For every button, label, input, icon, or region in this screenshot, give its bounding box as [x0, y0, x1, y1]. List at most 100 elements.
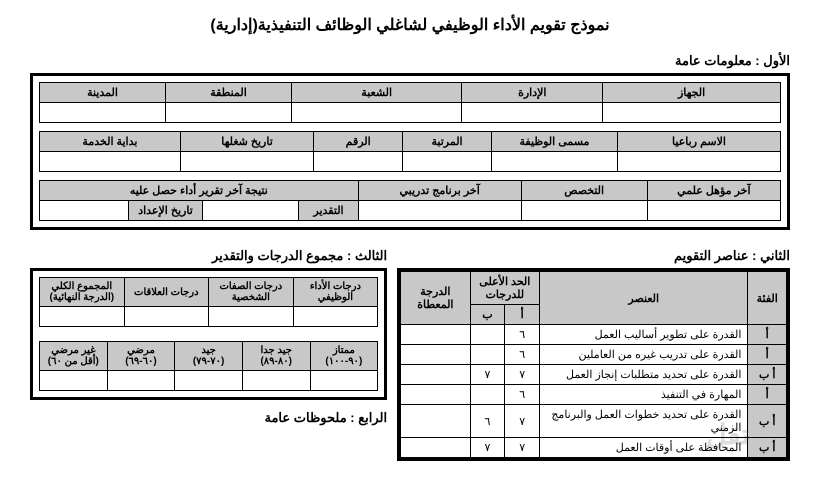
cell	[521, 201, 647, 221]
cell	[310, 371, 378, 391]
main-title: نموذج تقويم الأداء الوظيفي لشاغلي الوظائ…	[30, 15, 790, 35]
rate-g: جيد (٧٠-٧٩)	[175, 342, 243, 371]
hdr-agency: الجهاز	[603, 83, 781, 103]
cell	[107, 371, 175, 391]
rate-vg: جيد جدا (٨٠-٨٩)	[242, 342, 310, 371]
hdr-personal: درجات الصفات الشخصية	[209, 278, 294, 307]
row-cat: أ ب	[748, 405, 787, 438]
cell	[462, 103, 603, 123]
section4-heading: الرابع : ملحوظات عامة	[30, 410, 387, 426]
hdr-name: الاسم رباعيا	[617, 132, 780, 152]
section3-heading: الثالث : مجموع الدرجات والتقدير	[30, 248, 387, 264]
row-cat: أ ب	[748, 438, 787, 458]
rate-s: مرضي (٦٠-٦٩)	[107, 342, 175, 371]
row-a: ٧	[505, 405, 540, 438]
row-a: ٧	[505, 365, 540, 385]
row-given	[401, 365, 470, 385]
row-given	[401, 405, 470, 438]
cell	[40, 371, 108, 391]
cell	[403, 152, 492, 172]
hdr-dept: الإدارة	[462, 83, 603, 103]
hdr-city: المدينة	[40, 83, 166, 103]
info-table-1: الجهاز الإدارة الشعبة المنطقة المدينة	[39, 82, 781, 123]
cell	[617, 152, 780, 172]
row-element: القدرة على تحديد متطلبات إنجاز العمل	[540, 365, 748, 385]
row-cat: أ	[748, 385, 787, 405]
row-given	[401, 345, 470, 365]
row-given	[401, 438, 470, 458]
row-a: ٧	[505, 438, 540, 458]
cell	[40, 201, 129, 221]
row-element: القدرة على تدريب غيره من العاملين	[540, 345, 748, 365]
row-b: ٧	[470, 438, 505, 458]
hdr-total: المجموع الكلي (الدرجة النهائية)	[40, 278, 125, 307]
hdr-given: الدرجة المعطاة	[401, 272, 470, 325]
hdr-element: العنصر	[540, 272, 748, 325]
row-b	[470, 385, 505, 405]
row-given	[401, 325, 470, 345]
row-b	[470, 325, 505, 345]
info-table-2: الاسم رباعيا مسمى الوظيفة المرتبة الرقم …	[39, 131, 781, 172]
hdr-training: آخر برنامج تدريبي	[358, 181, 521, 201]
hdr-rel: درجات العلاقات	[124, 278, 209, 307]
totals-table: درجات الأداء الوظيفي درجات الصفات الشخصي…	[39, 277, 378, 327]
cell	[209, 307, 294, 327]
cell	[647, 201, 780, 221]
section1-heading: الأول : معلومات عامة	[30, 53, 790, 69]
hdr-cat: الفئة	[748, 272, 787, 325]
row-a: ٦	[505, 345, 540, 365]
row-b: ٦	[470, 405, 505, 438]
row-element: المهارة في التنفيذ	[540, 385, 748, 405]
cell	[603, 103, 781, 123]
row-a: ٦	[505, 325, 540, 345]
row-given	[401, 385, 470, 405]
rating-table: ممتاز (٩٠-١٠٠) جيد جدا (٨٠-٨٩) جيد (٧٠-٧…	[39, 341, 378, 391]
cell	[492, 152, 618, 172]
lbl-grade: التقدير	[299, 201, 358, 221]
row-element: المحافظة على أوقات العمل	[540, 438, 748, 458]
eval-table: الفئة العنصر الحد الأعلى للدرجات الدرجة …	[400, 271, 787, 458]
lbl-prepdate: تاريخ الإعداد	[128, 201, 202, 221]
hdr-spec: التخصص	[521, 181, 647, 201]
row-b: ٧	[470, 365, 505, 385]
hdr-a: أ	[505, 305, 540, 325]
row-cat: أ ب	[748, 365, 787, 385]
rate-ex: ممتاز (٩٠-١٠٠)	[310, 342, 378, 371]
cell	[291, 103, 461, 123]
section2-box: الفئة العنصر الحد الأعلى للدرجات الدرجة …	[397, 268, 790, 461]
hdr-qual: آخر مؤهل علمي	[647, 181, 780, 201]
hdr-occupydate: تاريخ شغلها	[180, 132, 313, 152]
cell	[40, 152, 181, 172]
row-b	[470, 345, 505, 365]
hdr-max: الحد الأعلى للدرجات	[470, 272, 539, 305]
hdr-jobtitle: مسمى الوظيفة	[492, 132, 618, 152]
info-table-3: آخر مؤهل علمي التخصص آخر برنامج تدريبي ن…	[39, 180, 781, 221]
cell	[314, 152, 403, 172]
row-a: ٦	[505, 385, 540, 405]
row-cat: أ	[748, 325, 787, 345]
section3-box: درجات الأداء الوظيفي درجات الصفات الشخصي…	[30, 268, 387, 400]
hdr-b: ب	[470, 305, 505, 325]
row-cat: أ	[748, 345, 787, 365]
row-element: القدرة على تطوير أساليب العمل	[540, 325, 748, 345]
section2-heading: الثاني : عناصر التقويم	[397, 248, 790, 264]
hdr-rank: المرتبة	[403, 132, 492, 152]
hdr-region: المنطقة	[166, 83, 292, 103]
section1-box: الجهاز الإدارة الشعبة المنطقة المدينة ال…	[30, 73, 790, 230]
hdr-number: الرقم	[314, 132, 403, 152]
cell	[180, 152, 313, 172]
cell	[124, 307, 209, 327]
cell	[203, 201, 299, 221]
cell	[293, 307, 378, 327]
hdr-lastreport: نتيجة آخر تقرير أداء حصل عليه	[40, 181, 359, 201]
cell	[242, 371, 310, 391]
cell	[166, 103, 292, 123]
cell	[358, 201, 521, 221]
cell	[40, 103, 166, 123]
rate-u: غير مرضي (أقل من ٦٠)	[40, 342, 108, 371]
hdr-servicestart: بداية الخدمة	[40, 132, 181, 152]
hdr-perf: درجات الأداء الوظيفي	[293, 278, 378, 307]
hdr-div: الشعبة	[291, 83, 461, 103]
row-element: القدرة على تحديد خطوات العمل والبرنامج ا…	[540, 405, 748, 438]
cell	[40, 307, 125, 327]
